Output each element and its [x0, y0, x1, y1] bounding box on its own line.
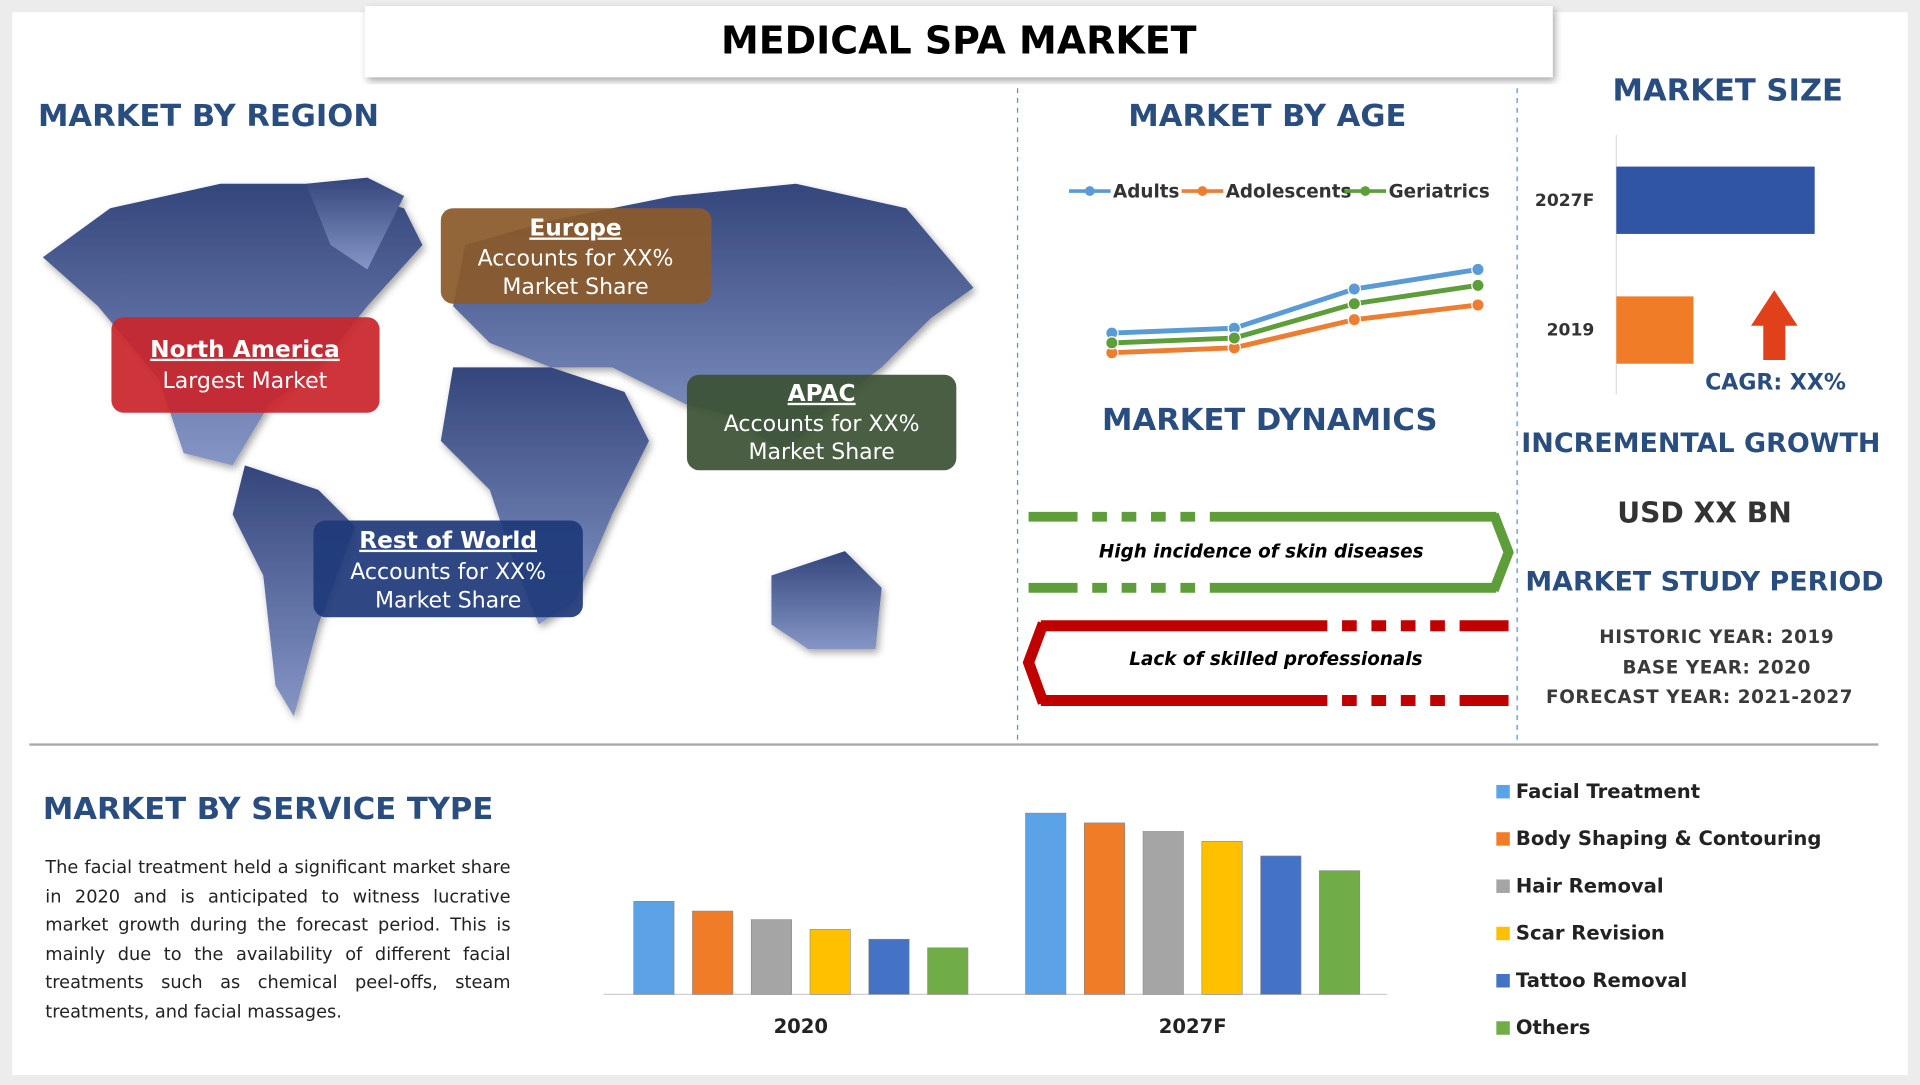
x-tick-label: 2027F: [1159, 1015, 1227, 1038]
growth-arrow: [1751, 290, 1798, 361]
service-text-box: The facial treatment held a significant …: [45, 858, 511, 1022]
heading: MARKET DYNAMICS: [1102, 403, 1437, 438]
region-name: APAC: [788, 380, 856, 407]
heading: MARKET STUDY PERIOD: [1525, 566, 1883, 597]
line: [1111, 282, 1479, 346]
region-name: North America: [150, 336, 340, 363]
point: [1347, 282, 1362, 296]
bar: [1083, 822, 1126, 995]
growth-value: USD XX BN: [1617, 496, 1792, 529]
legend-swatch: [1084, 186, 1095, 196]
y-tick-label: 2019: [1547, 321, 1595, 341]
legend-label: Hair Removal: [1516, 874, 1664, 897]
heading: MARKET BY AGE: [1128, 99, 1406, 134]
y-tick-label: 2027F: [1535, 191, 1594, 211]
legend-label: Tattoo Removal: [1516, 969, 1687, 992]
region-text: Market Share: [502, 275, 648, 300]
driver-arrow: [1028, 511, 1514, 593]
title: MEDICAL SPA MARKET: [721, 18, 1197, 62]
legend-swatch: [1496, 974, 1510, 988]
region-box: [313, 520, 583, 618]
challenge-arrow: [1022, 620, 1509, 706]
region-name: Rest of World: [359, 527, 537, 554]
region-box: [111, 317, 380, 413]
line: [1111, 267, 1479, 336]
point: [1471, 262, 1485, 277]
title-box: [364, 6, 1553, 78]
legend-swatch: [1360, 186, 1371, 196]
bar: [868, 938, 910, 995]
bar: [927, 947, 969, 995]
bar: [1616, 296, 1694, 364]
point: [1347, 312, 1362, 327]
driver: High incidence of skin diseases: [1099, 541, 1424, 562]
heading: MARKET BY SERVICE TYPE: [43, 792, 493, 827]
bar: [809, 929, 851, 995]
heading: MARKET BY REGION: [38, 99, 379, 134]
x-tick-label: 2020: [774, 1015, 828, 1038]
region-text: Largest Market: [162, 369, 327, 394]
study-line: HISTORIC YEAR: 2019: [1599, 627, 1834, 648]
bar: [1260, 855, 1302, 995]
point: [1227, 331, 1242, 345]
legend-label: Body Shaping & Contouring: [1516, 827, 1821, 850]
bar: [1025, 812, 1067, 995]
study-line: FORECAST YEAR: 2021-2027: [1546, 687, 1853, 708]
study-line: BASE YEAR: 2020: [1622, 658, 1811, 679]
bar: [633, 900, 675, 995]
bar: [692, 910, 734, 995]
region-name: Europe: [529, 215, 621, 242]
point: [1471, 278, 1485, 293]
bar: [1142, 831, 1184, 995]
region-box: [686, 374, 957, 471]
heading: MARKET SIZE: [1613, 73, 1843, 108]
legend-label: Adolescents: [1226, 181, 1352, 202]
bar: [1201, 840, 1243, 995]
service-text: The facial treatment held a significant …: [45, 858, 511, 1022]
region-text: Accounts for XX%: [350, 560, 546, 585]
region-boxes: North America Largest Market Europe Acco…: [111, 208, 957, 618]
region-text: Market Share: [748, 440, 894, 465]
legend-swatch: [1496, 784, 1510, 799]
legend-swatch: [1496, 1021, 1510, 1035]
legend-swatch: [1197, 186, 1208, 196]
challenge: Lack of skilled professionals: [1129, 649, 1422, 670]
region-text: Market Share: [375, 588, 521, 613]
region-box: [440, 208, 712, 304]
legend-swatch: [1496, 832, 1510, 846]
point: [1105, 336, 1119, 350]
bar: [750, 919, 792, 995]
cagr: CAGR: XX%: [1705, 370, 1846, 395]
bar: [1616, 166, 1815, 234]
legend-label: Others: [1516, 1016, 1591, 1039]
legend-swatch: [1496, 926, 1510, 941]
heading: INCREMENTAL GROWTH: [1521, 428, 1880, 459]
legend-swatch: [1496, 879, 1510, 893]
point: [1347, 296, 1362, 311]
point: [1471, 298, 1485, 312]
region-text: Accounts for XX%: [478, 247, 674, 272]
legend-label: Facial Treatment: [1516, 780, 1700, 803]
region-text: Accounts for XX%: [724, 412, 920, 437]
legend-label: Geriatrics: [1389, 181, 1490, 202]
bar: [1319, 870, 1361, 995]
legend-label: Scar Revision: [1516, 922, 1665, 945]
line: [1111, 302, 1479, 356]
legend-label: Adults: [1113, 181, 1179, 202]
